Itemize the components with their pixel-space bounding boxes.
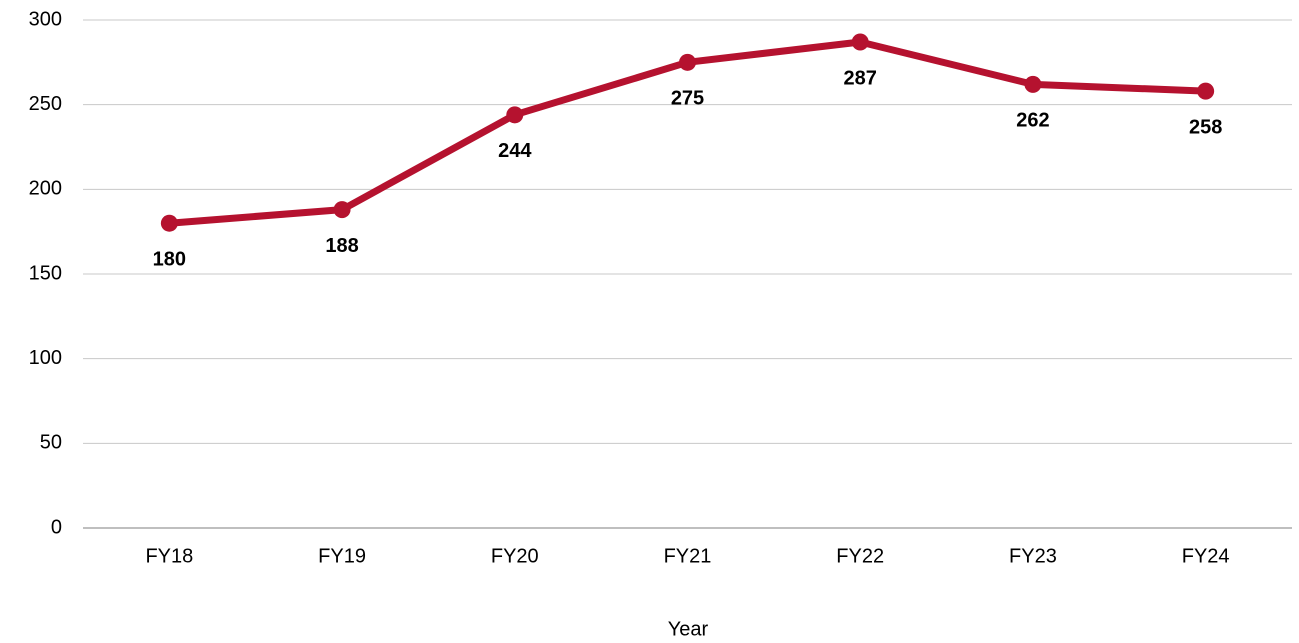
x-axis-title: Year [668,618,709,640]
y-tick-label: 300 [29,8,62,30]
data-point [1024,75,1042,93]
x-tick-label: FY19 [318,545,366,567]
y-tick-label: 0 [51,516,62,538]
data-label: 258 [1189,116,1222,138]
data-point [851,33,869,51]
data-point [333,201,351,219]
data-label: 244 [498,140,532,162]
data-label: 275 [671,88,704,110]
data-label: 287 [844,67,877,89]
y-tick-label: 50 [40,432,62,454]
data-label: 180 [153,248,186,270]
data-point [1197,82,1215,100]
x-tick-label: FY21 [664,545,712,567]
data-label: 188 [325,235,358,257]
y-tick-label: 150 [29,262,62,284]
data-point [506,106,524,124]
y-tick-label: 250 [29,93,62,115]
data-label: 262 [1016,110,1049,132]
y-tick-label: 100 [29,347,62,369]
x-tick-label: FY24 [1182,545,1230,567]
y-tick-label: 200 [29,178,62,200]
x-tick-label: FY23 [1009,545,1057,567]
x-tick-label: FY20 [491,545,539,567]
data-point [679,53,696,71]
x-tick-label: FY22 [836,545,884,567]
data-point [160,214,178,232]
x-tick-label: FY18 [145,545,193,567]
